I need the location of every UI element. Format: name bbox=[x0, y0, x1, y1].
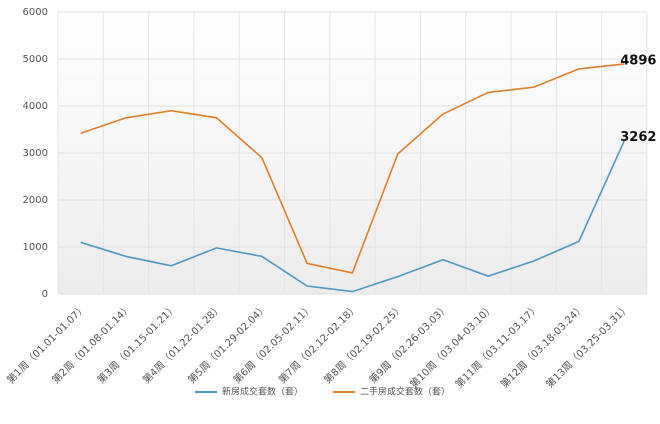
y-tick-label: 0 bbox=[42, 289, 48, 300]
x-tick-label: 第12周（03.18-03.24） bbox=[498, 301, 588, 391]
x-tick-label: 第13周（03.25-03.31） bbox=[543, 301, 633, 391]
x-tick-label: 第1周（01.01-01.07） bbox=[4, 301, 89, 386]
y-tick-label: 1000 bbox=[23, 242, 48, 253]
data-label: 3262 bbox=[620, 130, 656, 145]
x-tick-label: 第3周（01.15-01.21） bbox=[94, 301, 179, 386]
series-line bbox=[80, 63, 625, 274]
series-line bbox=[80, 140, 626, 293]
y-tick-label: 5000 bbox=[23, 54, 48, 65]
x-tick-label: 第9周（02.26-03.03） bbox=[366, 301, 451, 386]
x-tick-label: 第6周（02.05-02.11） bbox=[230, 301, 315, 386]
x-tick-label: 第5周（01.29-02.04） bbox=[185, 301, 270, 386]
x-tick-label: 第8周（02.19-02.25） bbox=[321, 301, 406, 386]
legend-label: 二手房成交套数（套） bbox=[360, 386, 450, 398]
x-tick-label: 第11周（03.11-03.17） bbox=[452, 301, 542, 391]
x-tick-label: 第4周（01.22-01.28） bbox=[140, 301, 225, 386]
x-tick-label: 第10周（03.04-03.10） bbox=[407, 301, 497, 391]
y-tick-label: 4000 bbox=[23, 101, 48, 112]
y-tick-label: 3000 bbox=[23, 148, 48, 159]
legend-label: 新房成交套数（套） bbox=[222, 386, 303, 398]
x-tick-label: 第2周（01.08-01.14） bbox=[49, 301, 134, 386]
x-tick-label: 第7周（02.12-02.18） bbox=[276, 301, 361, 386]
y-tick-label: 2000 bbox=[23, 195, 48, 206]
y-tick-label: 6000 bbox=[23, 7, 48, 18]
data-label: 4896 bbox=[620, 53, 656, 68]
